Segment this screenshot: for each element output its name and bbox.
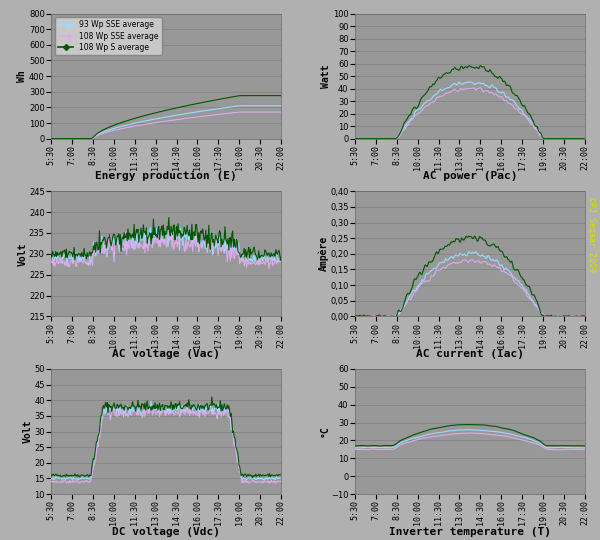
Y-axis label: Volt: Volt — [17, 242, 28, 266]
Y-axis label: Wh: Wh — [17, 70, 28, 82]
Legend: 93 Wp SSE average, 108 Wp SSE average, 108 Wp S average: 93 Wp SSE average, 108 Wp SSE average, 1… — [55, 17, 162, 55]
X-axis label: Energy production (E): Energy production (E) — [95, 171, 237, 181]
Text: ©PJ Seqaar 2009: ©PJ Seqaar 2009 — [587, 198, 596, 273]
Y-axis label: °C: °C — [320, 426, 329, 437]
X-axis label: AC power (Pac): AC power (Pac) — [422, 171, 517, 181]
Y-axis label: Volt: Volt — [23, 420, 33, 443]
X-axis label: DC voltage (Vdc): DC voltage (Vdc) — [112, 526, 220, 537]
Y-axis label: Ampère: Ampère — [318, 236, 329, 272]
X-axis label: Inverter temperature (T): Inverter temperature (T) — [389, 526, 551, 537]
Y-axis label: Watt: Watt — [322, 64, 331, 88]
X-axis label: AC voltage (Vac): AC voltage (Vac) — [112, 349, 220, 359]
X-axis label: AC current (Iac): AC current (Iac) — [416, 349, 524, 359]
